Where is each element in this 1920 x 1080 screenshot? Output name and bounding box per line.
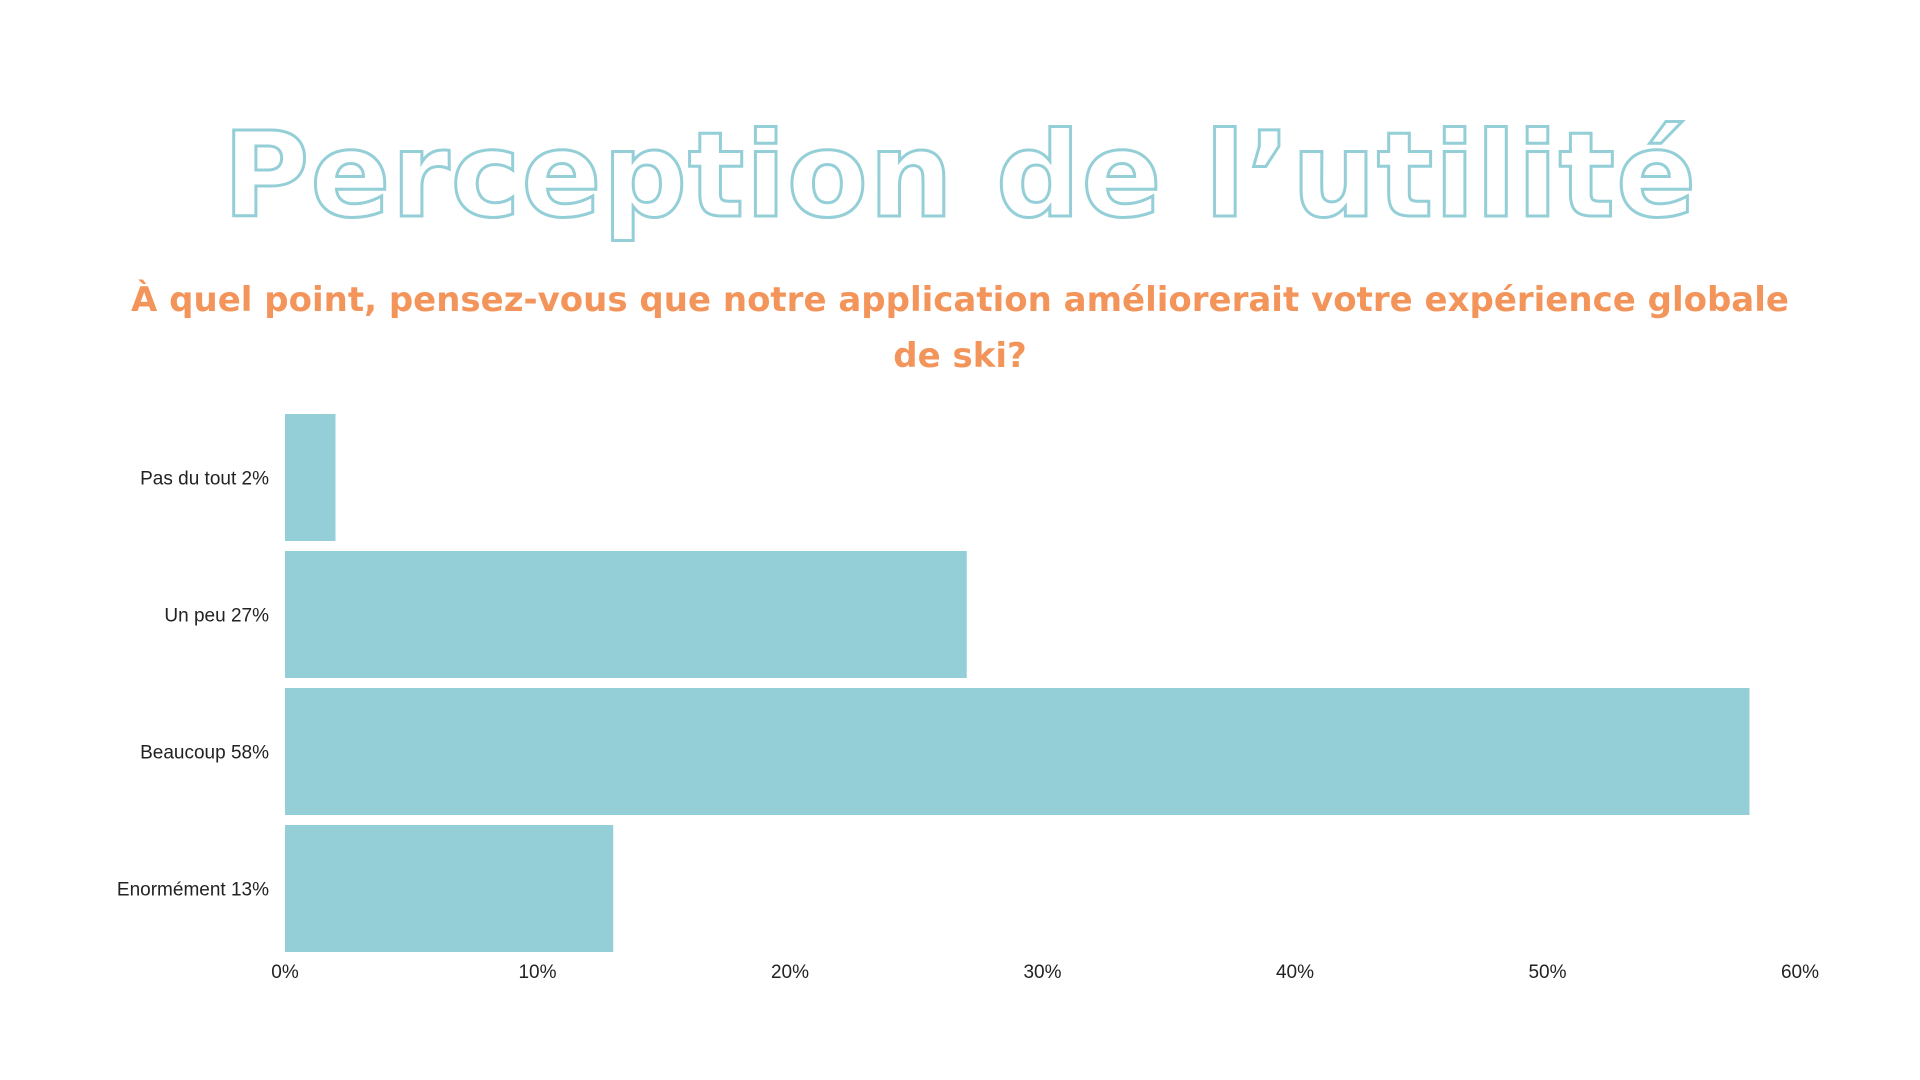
x-tick-label: 50% <box>1528 962 1566 983</box>
bar-0 <box>285 414 336 541</box>
category-label: Enormément 13% <box>117 880 269 901</box>
slide-subtitle: À quel point, pensez-vous que notre appl… <box>131 280 1789 376</box>
x-tick-label: 0% <box>271 962 299 983</box>
category-label: Beaucoup 58% <box>140 743 269 764</box>
slide-title: Perception de l’utilité <box>221 105 1698 246</box>
x-tick-label: 40% <box>1276 962 1314 983</box>
bar-1 <box>285 551 967 678</box>
bars-group <box>285 414 1750 952</box>
x-tick-label: 30% <box>1023 962 1061 983</box>
x-axis-ticks: 0% 10% 20% 30% 40% 50% 60% <box>271 962 1819 983</box>
category-labels: Pas du tout 2% Un peu 27% Beaucoup 58% Enor… <box>117 469 269 901</box>
category-label: Pas du tout 2% <box>140 469 269 490</box>
x-tick-label: 10% <box>518 962 556 983</box>
x-tick-label: 20% <box>771 962 809 983</box>
x-tick-label: 60% <box>1781 962 1819 983</box>
category-label: Un peu 27% <box>164 606 269 627</box>
bar-2 <box>285 688 1750 815</box>
bar-3 <box>285 825 614 952</box>
